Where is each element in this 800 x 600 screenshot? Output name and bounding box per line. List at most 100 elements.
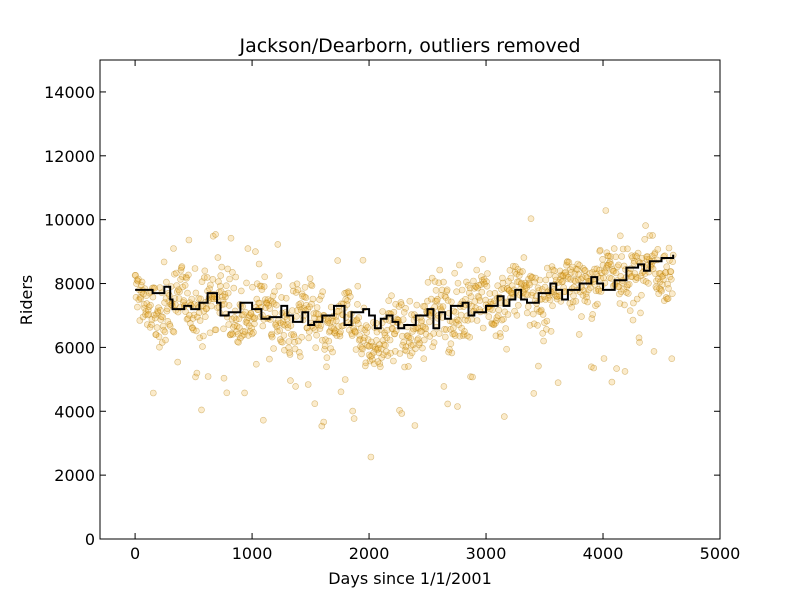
scatter-point: [420, 355, 428, 363]
scatter-point: [351, 327, 358, 335]
scatter-point: [199, 343, 206, 350]
scatter-point: [385, 297, 393, 305]
scatter-point: [139, 313, 147, 321]
scatter-point: [391, 347, 399, 355]
scatter-point: [596, 247, 604, 255]
scatter-point: [179, 283, 187, 291]
scatter-point: [312, 344, 320, 352]
scatter-point: [230, 284, 238, 292]
scatter-point: [601, 267, 608, 275]
scatter-point: [624, 281, 632, 289]
scatter-point: [467, 373, 474, 381]
scatter-point: [625, 280, 633, 288]
scatter-point: [236, 324, 243, 332]
scatter-point: [154, 307, 161, 315]
scatter-point: [541, 319, 548, 327]
scatter-points: [131, 207, 677, 461]
scatter-point: [655, 290, 663, 298]
scatter-point: [397, 299, 405, 306]
scatter-point: [218, 263, 225, 271]
scatter-point: [244, 319, 251, 327]
x-tick-label: 3000: [466, 544, 507, 563]
scatter-point: [641, 236, 649, 243]
scatter-point: [301, 283, 309, 291]
scatter-point: [398, 410, 406, 417]
scatter-point: [595, 266, 603, 274]
scatter-point: [461, 328, 468, 335]
scatter-point: [155, 333, 163, 341]
scatter-point: [313, 304, 321, 311]
scatter-point: [419, 302, 427, 310]
scatter-point: [443, 288, 451, 295]
scatter-point: [166, 322, 174, 330]
scatter-point: [549, 302, 556, 310]
scatter-point: [583, 274, 591, 281]
scatter-point: [275, 272, 283, 280]
scatter-point: [222, 293, 229, 301]
scatter-point: [415, 341, 423, 349]
scatter-point: [143, 292, 150, 300]
scatter-point: [542, 276, 550, 284]
scatter-point: [528, 291, 536, 299]
scatter-point: [449, 330, 457, 338]
scatter-point: [310, 314, 318, 322]
scatter-point: [656, 278, 664, 286]
scatter-point: [341, 289, 349, 297]
scatter-point: [567, 275, 575, 283]
scatter-point: [258, 286, 266, 293]
y-tick-label: 10000: [44, 211, 95, 230]
scatter-point: [496, 330, 504, 337]
scatter-point: [661, 269, 669, 276]
scatter-point: [531, 278, 539, 286]
scatter-point: [217, 272, 224, 279]
scatter-point: [311, 326, 319, 333]
scatter-point: [488, 319, 496, 327]
scatter-point: [435, 330, 443, 337]
scatter-point: [518, 279, 525, 287]
scatter-point: [321, 342, 329, 350]
scatter-point: [397, 301, 405, 308]
scatter-point: [426, 318, 433, 326]
scatter-point: [606, 274, 613, 282]
scatter-point: [346, 293, 354, 300]
y-tick-label: 0: [85, 530, 95, 549]
scatter-point: [163, 278, 170, 286]
scatter-point: [266, 305, 274, 312]
scatter-point: [436, 303, 444, 311]
scatter-point: [354, 320, 362, 328]
scatter-point: [472, 304, 480, 312]
scatter-point: [331, 329, 339, 337]
scatter-point: [631, 257, 638, 265]
scatter-point: [329, 318, 337, 325]
scatter-point: [170, 328, 178, 336]
scatter-point: [513, 311, 521, 319]
scatter-point: [230, 323, 237, 331]
scatter-point: [514, 278, 521, 286]
scatter-point: [319, 288, 327, 296]
scatter-point: [650, 348, 658, 355]
scatter-point: [354, 282, 362, 290]
scatter-point: [419, 344, 426, 352]
scatter-point: [405, 334, 413, 341]
scatter-point: [543, 317, 551, 325]
scatter-point: [192, 289, 200, 297]
scatter-point: [202, 305, 210, 313]
scatter-point: [455, 321, 463, 329]
scatter-point: [200, 307, 208, 315]
scatter-point: [237, 334, 244, 342]
scatter-point: [536, 308, 543, 316]
x-tick-label: 4000: [583, 544, 624, 563]
scatter-point: [582, 273, 590, 280]
scatter-point: [350, 325, 357, 332]
y-axis-ticks: 0 2000 4000 6000 8000 10000 12000 14000: [44, 83, 720, 549]
scatter-point: [390, 357, 397, 365]
scatter-point: [374, 346, 381, 353]
scatter-point: [368, 352, 376, 359]
scatter-point: [657, 270, 664, 277]
scatter-point: [492, 317, 500, 324]
scatter-point: [306, 303, 313, 311]
scatter-point: [503, 345, 510, 353]
scatter-point: [589, 311, 597, 318]
scatter-point: [448, 349, 456, 357]
scatter-point: [271, 309, 279, 317]
